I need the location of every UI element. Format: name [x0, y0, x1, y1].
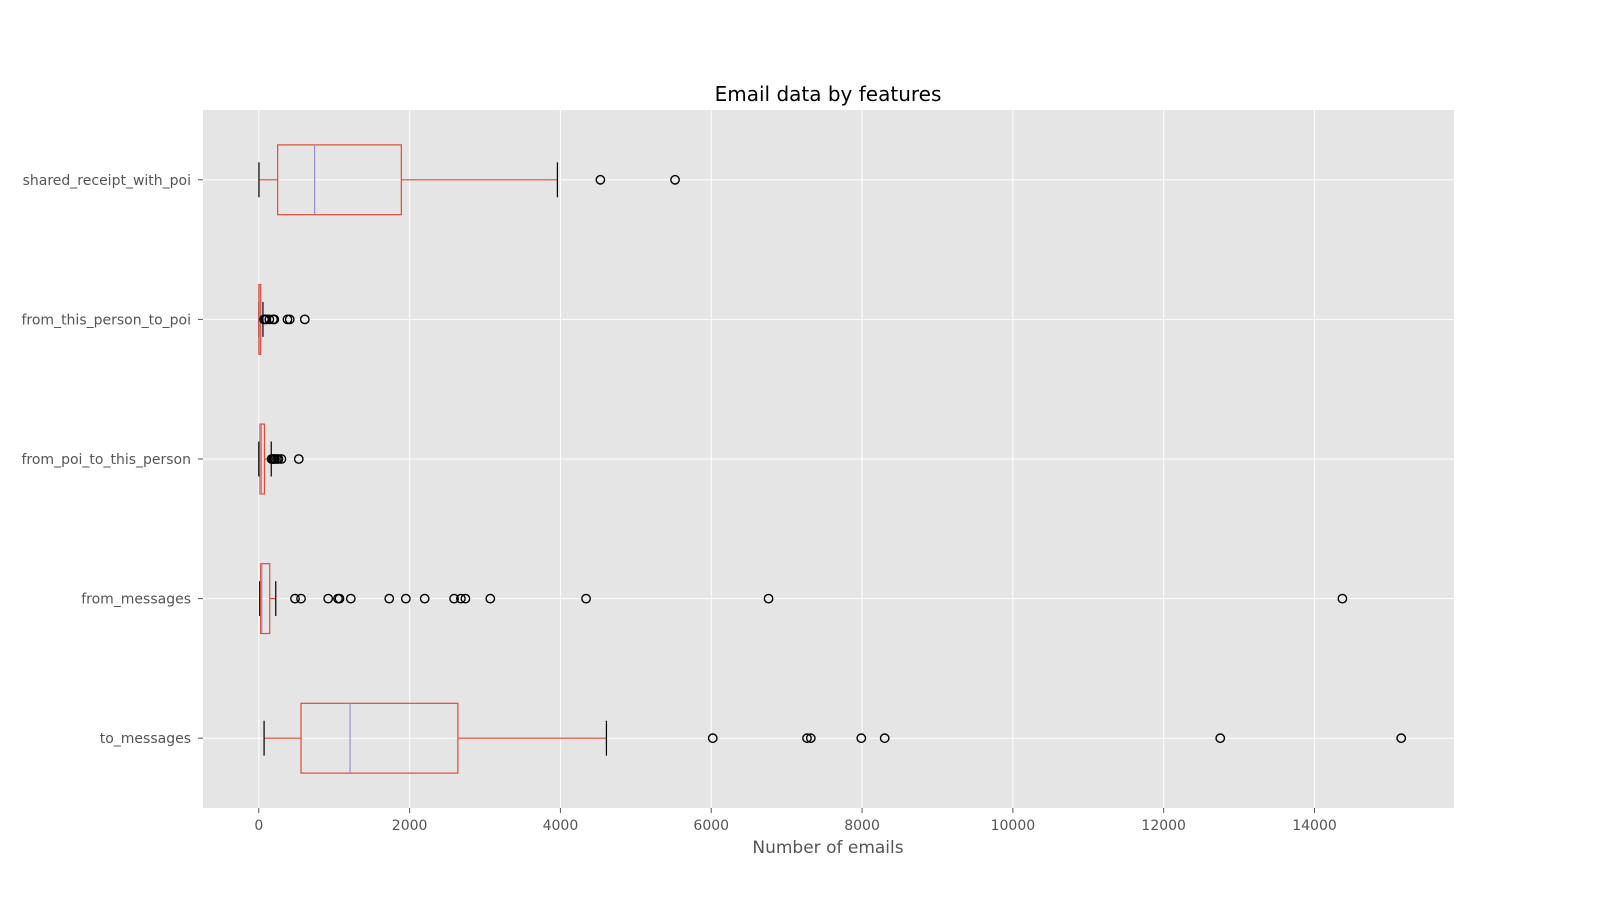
y-tick-label: to_messages	[100, 731, 191, 747]
x-tick-label: 10000	[991, 818, 1036, 834]
y-tick-label: from_messages	[81, 592, 191, 608]
outlier-point	[323, 593, 334, 604]
x-tick-label: 6000	[693, 818, 729, 834]
outlier-point	[595, 174, 606, 185]
outlier-point	[284, 314, 295, 325]
iqr-box	[277, 144, 402, 216]
y-tick-label: from_this_person_to_poi	[21, 312, 191, 328]
x-tick-label: 2000	[392, 818, 428, 834]
outlier-point	[707, 733, 718, 744]
outlier-point	[419, 593, 430, 604]
boxplot-from-poi-to-this-person	[258, 423, 304, 495]
x-axis-ticks: 0 2000 4000 6000 8000 10000 12000 14000	[254, 808, 1337, 834]
outlier-point	[460, 593, 471, 604]
x-tick-label: 4000	[543, 818, 579, 834]
outlier-point	[296, 593, 306, 604]
boxplot-shared-receipt-with-poi	[258, 144, 680, 216]
outlier-point	[276, 454, 287, 464]
outlier-point	[485, 593, 496, 604]
outlier-point	[1337, 593, 1348, 604]
boxplot-from-this-person-to-poi	[258, 283, 310, 355]
outlier-point	[879, 733, 890, 744]
box-series	[258, 144, 1407, 774]
outlier-point	[1396, 733, 1407, 744]
outlier-point	[802, 733, 812, 744]
x-tick-label: 14000	[1292, 818, 1337, 834]
iqr-box	[300, 702, 459, 774]
outlier-point	[384, 593, 395, 604]
grid-lines	[203, 110, 1454, 808]
outlier-point	[581, 593, 591, 604]
outlier-point	[805, 733, 816, 744]
chart-title: Email data by features	[715, 82, 942, 106]
boxplot-to-messages	[263, 702, 1407, 774]
outlier-point	[670, 174, 680, 185]
boxplot-from-messages	[259, 563, 1348, 635]
iqr-box	[260, 563, 271, 635]
outlier-point	[293, 454, 304, 464]
outlier-point	[299, 314, 310, 325]
y-axis-ticks: shared_receipt_with_poi from_this_person_…	[21, 173, 203, 747]
y-tick-label: from_poi_to_this_person	[21, 452, 191, 468]
outlier-point	[856, 733, 867, 744]
outlier-point	[345, 593, 356, 604]
outlier-point	[449, 593, 460, 604]
x-tick-label: 12000	[1141, 818, 1186, 834]
outlier-point	[400, 593, 411, 604]
x-tick-label: 8000	[844, 818, 880, 834]
outlier-point	[273, 454, 284, 464]
outlier-point	[763, 593, 774, 604]
outlier-point	[1215, 733, 1226, 744]
outlier-point	[269, 314, 280, 325]
iqr-box	[259, 423, 266, 495]
x-axis-label: Number of emails	[752, 838, 903, 858]
y-tick-label: shared_receipt_with_poi	[23, 173, 191, 189]
outlier-point	[334, 593, 345, 604]
outlier-point	[290, 593, 300, 604]
outlier-point	[264, 314, 275, 325]
x-tick-label: 0	[254, 818, 263, 834]
outlier-point	[455, 593, 466, 604]
